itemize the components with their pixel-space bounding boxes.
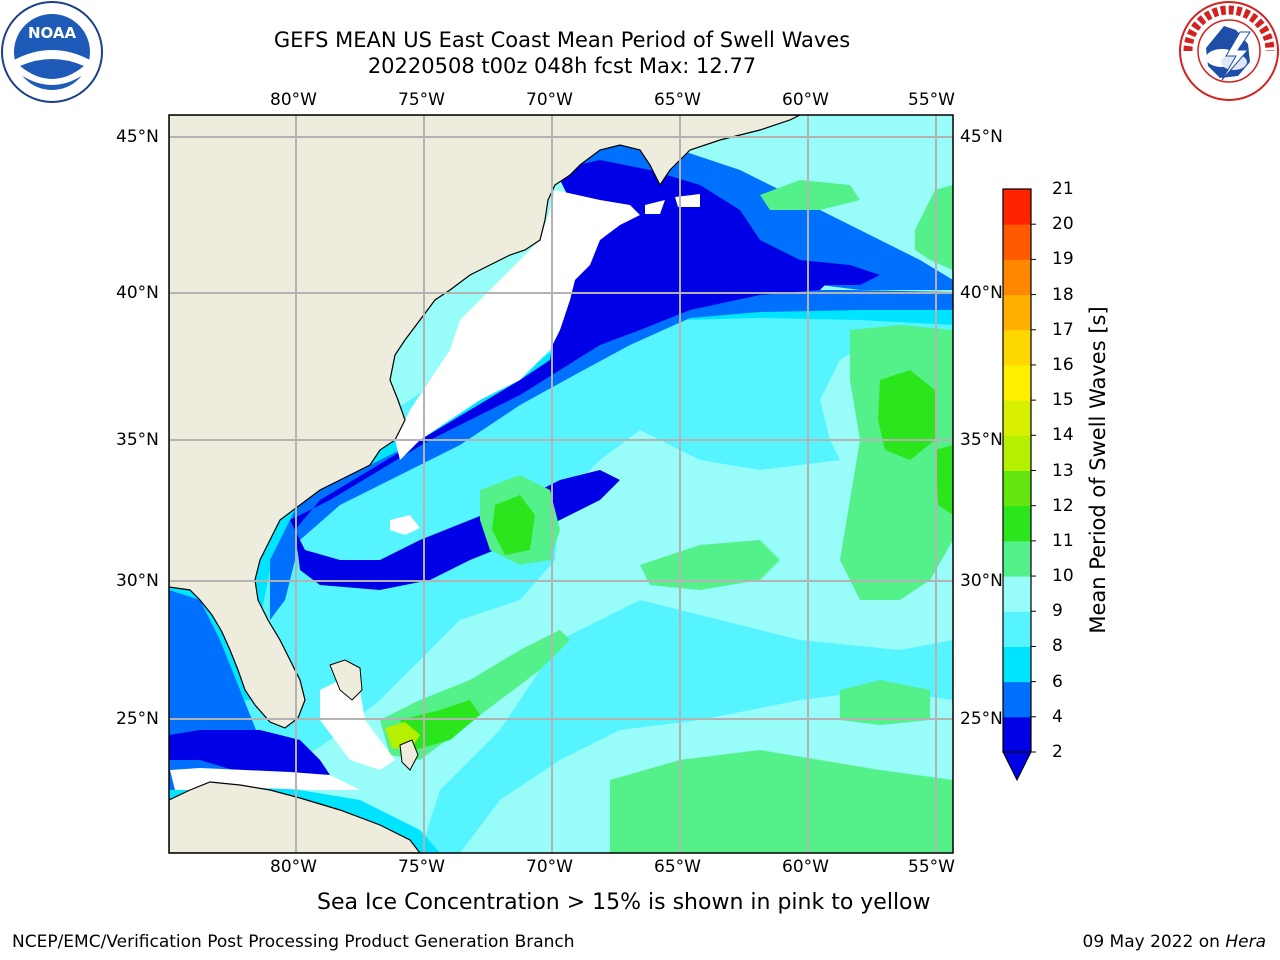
lat-label-right: 35°N xyxy=(960,430,1003,450)
colorbar-tick-label: 8 xyxy=(1052,636,1063,657)
lat-label-right: 45°N xyxy=(960,127,1003,147)
colorbar-tick-label: 16 xyxy=(1052,354,1074,375)
contour-10-11s xyxy=(878,370,935,460)
date-stamp: 09 May 2022 on Hera xyxy=(1083,932,1267,952)
colorbar-bin xyxy=(1003,364,1031,401)
colorbar-tick-label: 21 xyxy=(1052,179,1074,199)
colorbar-title: Mean Period of Swell Waves [s] xyxy=(1086,306,1110,634)
lon-label-bottom: 60°W xyxy=(782,857,829,877)
colorbar xyxy=(1003,189,1036,753)
colorbar-bin xyxy=(1003,470,1031,507)
colorbar-bin xyxy=(1003,540,1031,577)
lon-label-top: 55°W xyxy=(908,90,955,110)
date-text: 09 May 2022 on xyxy=(1082,932,1220,952)
graticule xyxy=(169,115,953,853)
lat-label-left: 40°N xyxy=(116,283,159,303)
colorbar-bin xyxy=(1003,646,1031,683)
land-cuba xyxy=(169,781,421,853)
colorbar-bin xyxy=(1003,716,1031,753)
host-name: Hera xyxy=(1225,932,1266,952)
lat-label-right: 25°N xyxy=(960,709,1003,729)
lat-label-right: 40°N xyxy=(960,283,1003,303)
contour-9-10s xyxy=(840,680,930,725)
colorbar-tick-label: 6 xyxy=(1052,671,1063,692)
lon-label-top: 70°W xyxy=(526,90,573,110)
lon-label-bottom: 65°W xyxy=(654,857,701,877)
colorbar-tick-label: 14 xyxy=(1052,425,1074,446)
lon-label-bottom: 55°W xyxy=(908,857,955,877)
noaa-logo-icon: NOAA xyxy=(1,1,103,103)
sea-ice-note: Sea Ice Concentration > 15% is shown in … xyxy=(317,890,931,915)
lon-label-bottom: 75°W xyxy=(398,857,445,877)
contour-9-10s xyxy=(915,185,953,270)
contour-10-11s xyxy=(935,445,953,515)
chart-subtitle: 20220508 t00z 048h fcst Max: 12.77 xyxy=(367,54,757,78)
svg-text:NOAA: NOAA xyxy=(28,24,77,42)
land-north-america xyxy=(169,115,801,729)
no-data-region xyxy=(390,515,420,535)
contour-below-2s xyxy=(290,215,830,590)
colorbar-bin xyxy=(1003,224,1031,260)
colorbar-bin xyxy=(1003,435,1031,471)
colorbar-extend-arrow xyxy=(1002,751,1032,782)
colorbar-tick-label: 15 xyxy=(1052,390,1074,411)
colorbar-tick-label: 2 xyxy=(1052,742,1063,762)
no-data-region xyxy=(395,190,640,460)
lon-label-top: 65°W xyxy=(654,90,701,110)
colorbar-tick-label: 13 xyxy=(1052,460,1074,481)
map-frame xyxy=(168,114,954,854)
colorbar-tick-label: 19 xyxy=(1052,249,1074,270)
colorbar-bin xyxy=(1003,400,1031,436)
colorbar-bin xyxy=(1003,294,1031,331)
nws-logo-icon xyxy=(1179,1,1279,101)
lat-label-right: 30°N xyxy=(960,571,1003,591)
contour-10-11s xyxy=(492,495,535,555)
lat-label-left: 45°N xyxy=(116,127,159,147)
contour-9-10s xyxy=(640,540,780,590)
colorbar-tick-label: 11 xyxy=(1052,530,1074,551)
colorbar-frame xyxy=(1002,188,1032,753)
colorbar-tick-label: 18 xyxy=(1052,284,1074,305)
contour-below-2s xyxy=(555,160,880,285)
credit-text: NCEP/EMC/Verification Post Processing Pr… xyxy=(12,932,575,952)
lon-label-bottom: 70°W xyxy=(526,857,573,877)
lon-label-top: 80°W xyxy=(270,90,317,110)
contour-below-2s xyxy=(169,730,330,780)
colorbar-bin xyxy=(1003,576,1031,612)
colorbar-bin xyxy=(1003,611,1031,647)
colorbar-tick-label: 20 xyxy=(1052,214,1074,235)
land-bahamas xyxy=(329,659,363,701)
lon-label-top: 75°W xyxy=(398,90,445,110)
contour-10-11s xyxy=(400,700,480,750)
colorbar-tick-label: 17 xyxy=(1052,319,1074,340)
no-data-region xyxy=(320,680,395,770)
colorbar-tick-label: 12 xyxy=(1052,495,1074,516)
contour-2-4s xyxy=(270,290,953,620)
colorbar-bin xyxy=(1003,329,1031,366)
land-bahamas xyxy=(399,739,419,771)
lat-label-left: 30°N xyxy=(116,571,159,591)
lon-label-top: 60°W xyxy=(782,90,829,110)
lat-label-left: 35°N xyxy=(116,430,159,450)
contour-9-10s xyxy=(610,750,953,853)
no-data-region xyxy=(675,194,700,207)
contour-6-8s xyxy=(169,290,953,790)
colorbar-bin xyxy=(1003,505,1031,542)
colorbar-bin xyxy=(1003,189,1031,225)
colorbar-tick-label: 10 xyxy=(1052,566,1074,587)
contour-6-8s xyxy=(420,600,953,853)
lat-label-left: 25°N xyxy=(116,709,159,729)
colorbar-bin xyxy=(1003,681,1031,718)
chart-title: GEFS MEAN US East Coast Mean Period of S… xyxy=(273,28,851,52)
colorbar-tick-label: 4 xyxy=(1052,706,1063,727)
no-data-region xyxy=(645,200,665,214)
contour-9-10s xyxy=(760,180,860,210)
colorbar-bin xyxy=(1003,259,1031,296)
lon-label-bottom: 80°W xyxy=(270,857,317,877)
colorbar-tick-label: 9 xyxy=(1052,601,1063,622)
